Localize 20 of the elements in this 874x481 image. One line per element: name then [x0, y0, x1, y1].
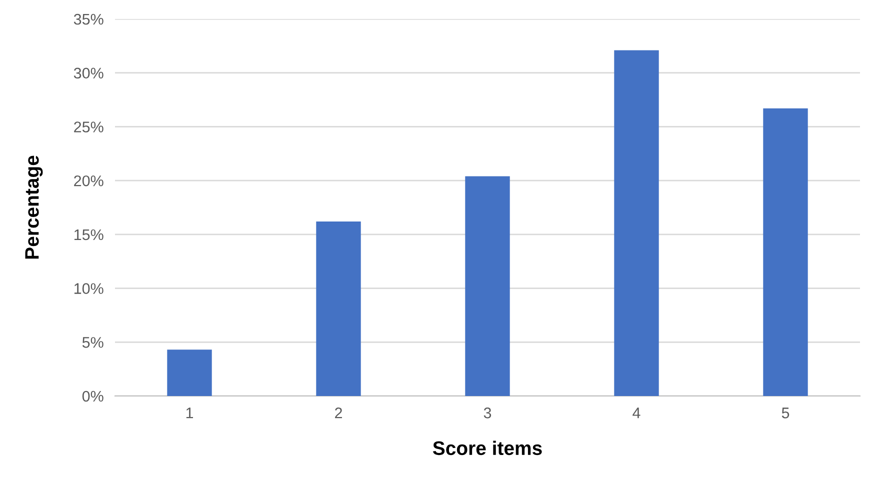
bar — [316, 222, 361, 396]
bar — [465, 176, 510, 396]
x-tick-label: 5 — [782, 408, 790, 418]
bar — [763, 108, 808, 396]
x-tick-label: 2 — [335, 408, 342, 418]
y-tick-label: 35% — [74, 14, 104, 25]
x-tick-label: 4 — [632, 408, 640, 418]
y-tick-label: 5% — [82, 337, 104, 348]
y-tick-label: 10% — [74, 283, 104, 294]
y-tick-label: 30% — [74, 68, 104, 79]
x-tick-label: 3 — [484, 408, 492, 418]
x-tick-label: 1 — [186, 408, 194, 418]
bar — [167, 350, 212, 396]
y-tick-label: 0% — [82, 390, 104, 402]
y-axis-title: Percentage — [25, 156, 43, 259]
y-tick-label: 15% — [74, 229, 104, 240]
y-tick-label: 20% — [74, 175, 104, 186]
bar — [614, 50, 659, 396]
x-axis-title: Score items — [432, 440, 542, 456]
y-tick-label: 25% — [74, 122, 104, 132]
